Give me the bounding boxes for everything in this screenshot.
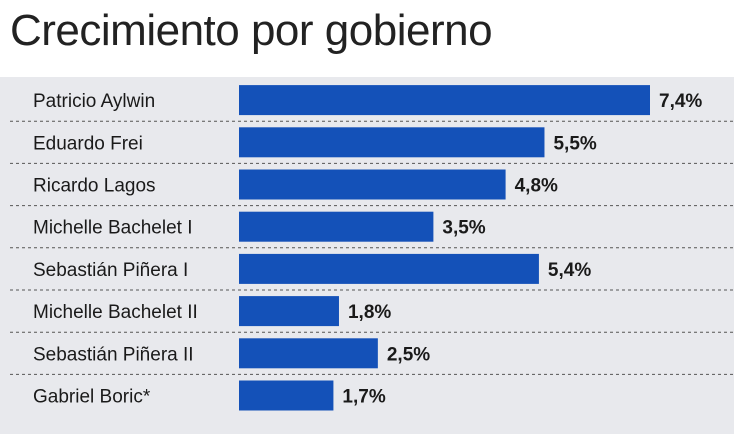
bar bbox=[239, 338, 378, 369]
category-label: Sebastián Piñera II bbox=[33, 344, 194, 365]
value-label: 4,8% bbox=[515, 176, 558, 197]
category-label: Michelle Bachelet I bbox=[33, 218, 192, 239]
bar bbox=[239, 127, 545, 158]
category-label: Ricardo Lagos bbox=[33, 176, 156, 197]
bar bbox=[239, 380, 334, 411]
value-label: 2,5% bbox=[387, 344, 430, 365]
value-label: 5,4% bbox=[548, 260, 591, 281]
value-label: 1,7% bbox=[342, 387, 385, 408]
category-label: Gabriel Boric* bbox=[33, 387, 151, 408]
value-label: 5,5% bbox=[553, 133, 596, 154]
bar bbox=[239, 85, 650, 116]
category-label: Eduardo Frei bbox=[33, 133, 143, 154]
chart-title: Crecimiento por gobierno bbox=[10, 6, 493, 55]
bar bbox=[239, 296, 339, 327]
value-label: 3,5% bbox=[442, 218, 485, 239]
value-label: 7,4% bbox=[659, 91, 702, 112]
bar bbox=[239, 211, 434, 242]
category-label: Michelle Bachelet II bbox=[33, 302, 198, 323]
category-label: Sebastián Piñera I bbox=[33, 260, 188, 281]
value-label: 1,8% bbox=[348, 302, 391, 323]
bar bbox=[239, 169, 506, 200]
bar bbox=[239, 253, 539, 284]
category-label: Patricio Aylwin bbox=[33, 91, 155, 112]
